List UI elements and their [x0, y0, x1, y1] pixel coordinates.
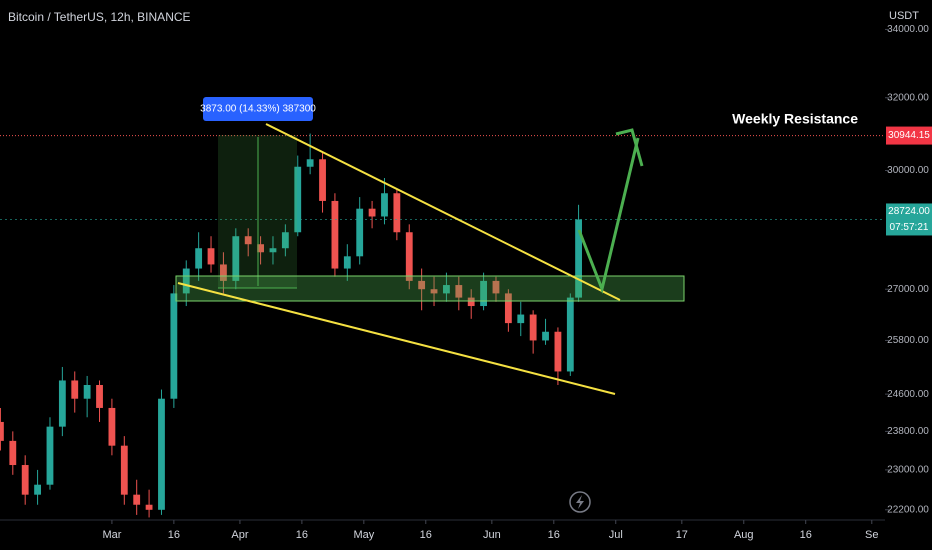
candle-body — [356, 208, 364, 257]
x-tick-label: Apr — [231, 529, 248, 541]
candle-body — [504, 293, 512, 324]
candle-body — [108, 407, 116, 446]
chart-title: Bitcoin / TetherUS, 12h, BINANCE — [8, 10, 191, 24]
resistance-name: Weekly Resistance — [732, 111, 858, 127]
candle-body — [120, 445, 128, 495]
x-tick-label: Se — [865, 529, 878, 541]
candle-body — [554, 331, 562, 372]
candle-body — [232, 236, 240, 281]
y-tick-label: 23800.00 — [887, 426, 929, 437]
x-tick-label: Mar — [102, 529, 121, 541]
x-tick-label: 16 — [548, 529, 560, 541]
candle-body — [575, 219, 582, 298]
x-tick-label: 16 — [168, 529, 180, 541]
resistance-tag — [886, 126, 932, 145]
candle-body — [170, 293, 178, 399]
candle-body — [182, 268, 190, 294]
candle-body — [96, 384, 103, 408]
y-tick-label: 27000.00 — [887, 284, 929, 295]
candle-body — [158, 398, 165, 510]
arrow-head — [615, 128, 644, 167]
y-tick-label: 22200.00 — [887, 504, 929, 515]
current-price-label: 28724.00 — [888, 206, 930, 217]
x-tick-label: 16 — [800, 529, 812, 541]
candle-body — [281, 232, 289, 249]
candle-body — [542, 331, 549, 341]
candle-body — [21, 465, 29, 495]
price-axis — [885, 0, 932, 550]
plot — [0, 28, 889, 524]
candle-body — [331, 200, 339, 269]
alert-icon[interactable] — [569, 491, 591, 513]
x-tick-label: Jun — [483, 529, 501, 541]
candle-body — [467, 297, 475, 307]
candle-body — [71, 380, 79, 399]
candle-body — [480, 280, 487, 307]
candle-body — [195, 248, 203, 269]
candle-body — [83, 384, 91, 399]
measure-label: 3873.00 (14.33%) 387300 — [200, 104, 316, 115]
trendline-upper — [265, 123, 621, 301]
candle-body — [133, 494, 141, 505]
candle-body — [492, 280, 500, 294]
projection-arrow — [577, 137, 640, 295]
candle-body — [257, 244, 264, 253]
x-tick-label: Jul — [609, 529, 623, 541]
countdown: 07:57:21 — [890, 222, 929, 233]
y-tick-label: 30000.00 — [887, 165, 929, 176]
support-zone — [175, 275, 685, 302]
trendline-lower — [177, 282, 616, 395]
x-tick-label: 16 — [296, 529, 308, 541]
candle-body — [418, 280, 426, 290]
candle-body — [269, 248, 277, 253]
candle-body — [319, 159, 326, 201]
y-tick-label: 25800.00 — [887, 335, 929, 346]
candle-body — [34, 484, 41, 495]
candle-body — [517, 314, 525, 324]
measure-label-box — [203, 97, 313, 121]
x-tick-label: May — [353, 529, 374, 541]
candle-body — [529, 314, 537, 341]
candle-body — [207, 248, 215, 265]
candle-body — [455, 285, 463, 298]
candle-body — [566, 297, 574, 372]
candle-body — [58, 380, 66, 427]
candle-body — [46, 426, 54, 485]
candle-body — [343, 256, 351, 269]
x-tick-label: Aug — [734, 529, 754, 541]
candle-body — [405, 232, 413, 281]
y-tick-label: 24600.00 — [887, 389, 929, 400]
candle-body — [443, 285, 450, 294]
current-price-tag — [886, 203, 932, 236]
candle-body — [393, 193, 401, 233]
y-tick-label: 23000.00 — [887, 465, 929, 476]
y-tick-label: 34000.00 — [887, 24, 929, 35]
y-tick-label: 32000.00 — [887, 92, 929, 103]
resistance-label: 30944.15 — [888, 130, 930, 141]
candle-body — [220, 264, 227, 281]
candle-body — [294, 166, 302, 233]
candle-body — [306, 159, 314, 167]
candle-body — [430, 289, 438, 294]
candle-body — [9, 440, 17, 466]
candle-body — [368, 208, 376, 217]
candle-body — [0, 421, 4, 441]
y-unit: USDT — [889, 10, 919, 22]
candle-body — [145, 504, 153, 510]
bolt — [576, 495, 584, 509]
candle-body — [381, 193, 388, 217]
candle-body — [244, 236, 252, 245]
x-tick-label: 16 — [420, 529, 432, 541]
x-tick-label: 17 — [676, 529, 688, 541]
